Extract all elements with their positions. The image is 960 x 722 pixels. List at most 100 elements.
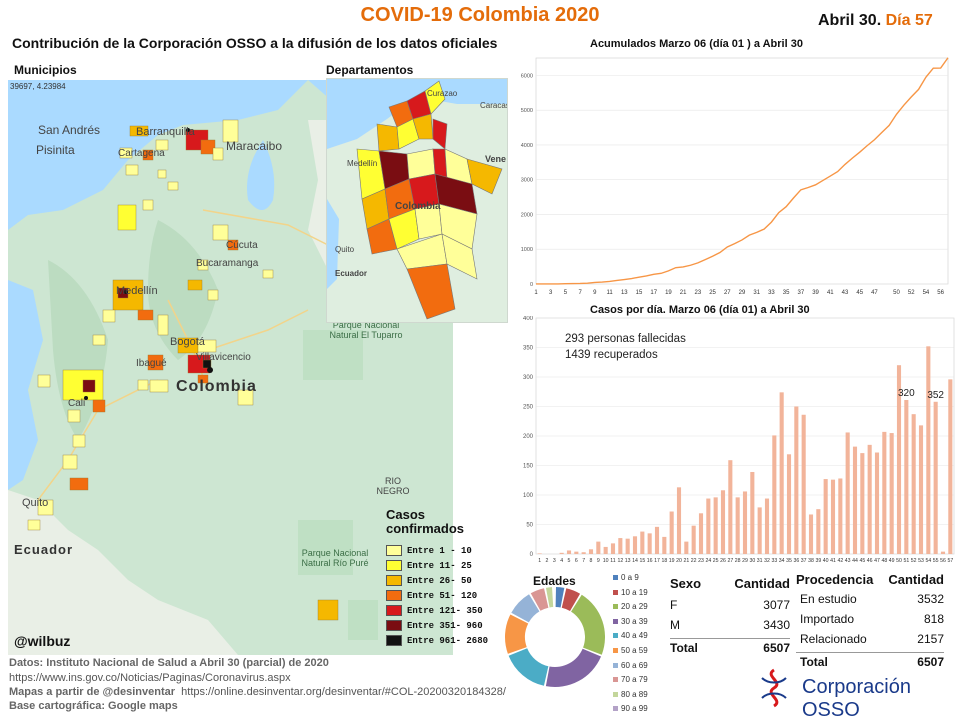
label-bucaramanga: Bucaramanga bbox=[196, 258, 258, 269]
bar bbox=[750, 472, 754, 554]
bar bbox=[926, 346, 930, 554]
label-caracas: Caracas bbox=[480, 101, 508, 110]
x-tick-label: 45 bbox=[859, 558, 865, 564]
label-parque-tuparro: Parque Nacional Natural El Tuparro bbox=[326, 320, 406, 340]
sexo-total-label: Total bbox=[670, 641, 698, 661]
x-tick-label: 23 bbox=[695, 290, 702, 296]
bar bbox=[787, 454, 791, 554]
legend-item: Entre 11- 25 bbox=[386, 560, 472, 571]
bar bbox=[941, 552, 945, 554]
casos-title: Casos por día. Marzo 06 (día 01) a Abril… bbox=[590, 304, 810, 316]
y-tick-label: 0 bbox=[530, 282, 533, 288]
bar bbox=[655, 527, 659, 554]
report-date: Abril 30. Día 57 bbox=[818, 12, 933, 30]
footer-maps-label: Mapas a partir de @desinventar bbox=[9, 686, 175, 698]
plot-frame bbox=[536, 58, 948, 284]
x-tick-label: 51 bbox=[903, 558, 909, 564]
bar bbox=[890, 433, 894, 554]
edades-legend-label: 20 a 29 bbox=[621, 602, 648, 611]
x-tick-label: 47 bbox=[874, 558, 880, 564]
bar bbox=[736, 497, 740, 554]
label-colombia-dept: Colombia bbox=[395, 201, 441, 212]
x-tick-label: 25 bbox=[709, 290, 716, 296]
x-tick-label: 13 bbox=[625, 558, 631, 564]
x-tick-label: 50 bbox=[896, 558, 902, 564]
label-villavicencio: Villavicencio bbox=[196, 352, 251, 363]
x-tick-label: 21 bbox=[683, 558, 689, 564]
y-tick-label: 5000 bbox=[521, 108, 533, 114]
bar bbox=[670, 512, 674, 554]
x-tick-label: 7 bbox=[578, 290, 582, 296]
bar bbox=[860, 453, 864, 554]
date-text: Abril 30. bbox=[818, 12, 881, 29]
x-tick-label: 18 bbox=[661, 558, 667, 564]
footer-source: Datos: Instituto Nacional de Salud a Abr… bbox=[9, 657, 329, 669]
x-tick-label: 42 bbox=[837, 558, 843, 564]
x-tick-label: 55 bbox=[933, 558, 939, 564]
y-tick-label: 400 bbox=[523, 316, 534, 322]
x-tick-label: 49 bbox=[889, 558, 895, 564]
municipios-label: Municipios bbox=[14, 63, 77, 77]
legend-title-1: Casos bbox=[386, 508, 464, 522]
x-tick-label: 45 bbox=[856, 290, 863, 296]
procedencia-row-3-label: Relacionado bbox=[800, 632, 867, 652]
x-tick-label: 56 bbox=[940, 558, 946, 564]
label-cali: Cali bbox=[68, 398, 85, 409]
label-pisinita: Pisinita bbox=[36, 143, 75, 157]
x-tick-label: 17 bbox=[650, 290, 657, 296]
edades-legend-swatch bbox=[613, 648, 618, 653]
bar bbox=[875, 453, 879, 554]
legend-swatch bbox=[386, 560, 402, 571]
x-tick-label: 11 bbox=[610, 558, 615, 564]
sexo-row-1-label: F bbox=[670, 598, 677, 618]
legend-label: Entre 51- 120 bbox=[407, 591, 477, 601]
page-title: COVID-19 Colombia 2020 bbox=[0, 4, 960, 27]
bar bbox=[721, 490, 725, 554]
footer-maps-link[interactable]: https://online.desinventar.org/desinvent… bbox=[181, 686, 506, 698]
footer-url[interactable]: https://www.ins.gov.co/Noticias/Paginas/… bbox=[9, 672, 291, 684]
y-tick-label: 2000 bbox=[521, 212, 533, 218]
legend-swatch bbox=[386, 605, 402, 616]
edades-legend-swatch bbox=[613, 706, 618, 711]
departamentos-map[interactable]: Curazao Caracas Vene Colombia Medellín Q… bbox=[326, 78, 508, 323]
x-tick-label: 4 bbox=[560, 558, 563, 564]
x-tick-label: 31 bbox=[757, 558, 763, 564]
x-tick-label: 1 bbox=[538, 558, 541, 564]
bar bbox=[934, 402, 938, 554]
y-tick-label: 4000 bbox=[521, 143, 533, 149]
bar bbox=[618, 538, 622, 554]
procedencia-row-2-value: 818 bbox=[924, 612, 944, 632]
edades-legend-label: 0 a 9 bbox=[621, 573, 639, 582]
label-rio-negro: RIO NEGRO bbox=[368, 476, 418, 496]
edades-legend-label: 80 a 89 bbox=[621, 690, 648, 699]
x-tick-label: 9 bbox=[593, 290, 597, 296]
edades-legend-label: 30 a 39 bbox=[621, 617, 648, 626]
label-quito: Quito bbox=[22, 497, 48, 509]
x-tick-label: 28 bbox=[735, 558, 741, 564]
label-san-andres: San Andrés bbox=[38, 123, 100, 137]
x-tick-label: 37 bbox=[801, 558, 807, 564]
x-tick-label: 50 bbox=[893, 290, 900, 296]
edades-legend-label: 50 a 59 bbox=[621, 646, 648, 655]
footer-maps: Mapas a partir de @desinventar https://o… bbox=[9, 686, 506, 698]
sexo-col-2: Cantidad bbox=[734, 576, 790, 596]
edades-legend-swatch bbox=[613, 633, 618, 638]
x-tick-label: 27 bbox=[727, 558, 733, 564]
bar bbox=[677, 487, 681, 554]
legend-label: Entre 1 - 10 bbox=[407, 546, 472, 556]
x-tick-label: 53 bbox=[918, 558, 924, 564]
bar bbox=[765, 499, 769, 554]
x-tick-label: 41 bbox=[830, 558, 836, 564]
label-maracaibo: Maracaibo bbox=[226, 139, 282, 153]
bar bbox=[809, 514, 813, 554]
y-tick-label: 100 bbox=[523, 493, 534, 499]
legend-label: Entre 961- 2680 bbox=[407, 636, 488, 646]
